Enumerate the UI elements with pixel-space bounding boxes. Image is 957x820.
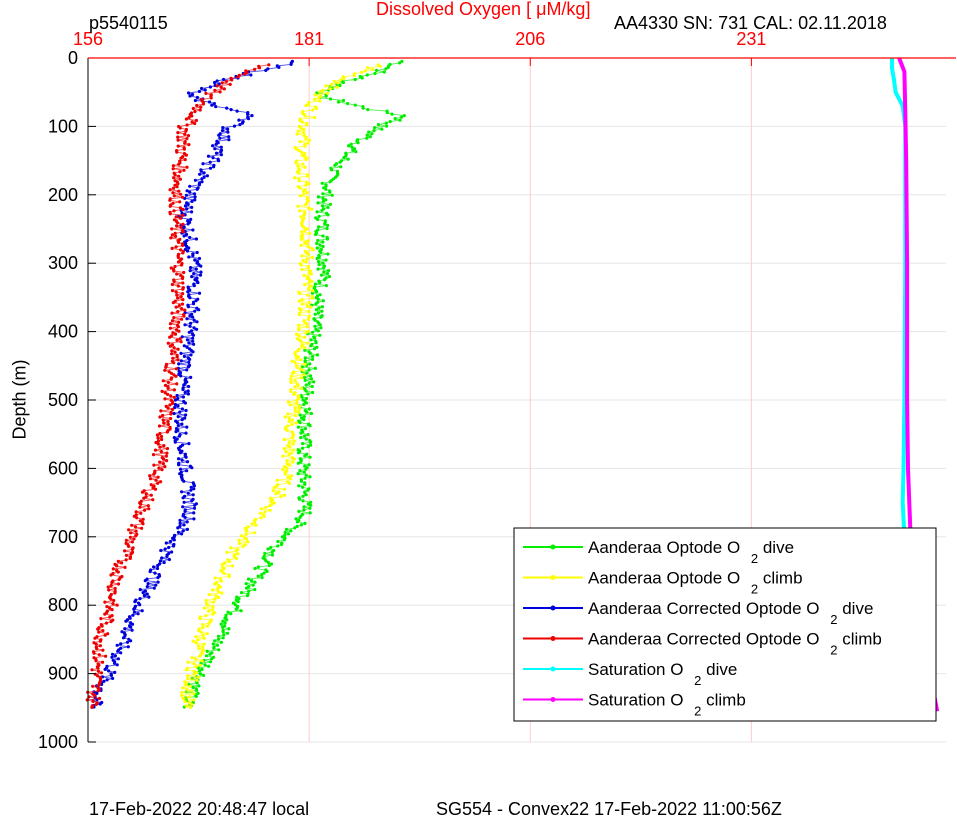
x-tick-label: 231	[736, 29, 766, 49]
legend-swatch-marker	[550, 636, 556, 641]
footer-local-time: 17-Feb-2022 20:48:47 local	[89, 799, 310, 819]
y-tick-label: 800	[48, 595, 78, 615]
legend-label: Saturation O 2 climb	[588, 691, 746, 719]
series-line	[87, 64, 269, 708]
x-tick-label: 206	[515, 29, 545, 49]
y-tick-label: 600	[48, 458, 78, 478]
legend-swatch-marker	[550, 544, 556, 550]
sensor-info-label: AA4330 SN: 731 CAL: 02.11.2018	[614, 13, 887, 33]
y-tick-label: 300	[48, 253, 78, 273]
series-line	[91, 61, 293, 708]
series-layer	[85, 57, 940, 712]
series-2	[91, 59, 294, 709]
legend-label: Saturation O 2 dive	[588, 660, 737, 688]
legend-swatch-marker	[550, 697, 556, 702]
profile-id-label: p5540115	[89, 13, 168, 33]
x-tick-label: 156	[73, 29, 103, 49]
series-0	[182, 59, 406, 709]
legend-label: Aanderaa Corrected Optode O 2 climb	[588, 630, 882, 658]
legend-label: Aanderaa Optode O 2 dive	[588, 538, 794, 566]
y-tick-label: 700	[48, 527, 78, 547]
legend-label: Aanderaa Corrected Optode O 2 dive	[588, 599, 873, 627]
y-tick-label: 900	[48, 664, 78, 684]
axes-layer: 0 100 200 300 400 500 600 700 800 900 1000 156 181 20…	[38, 29, 956, 752]
y-tick-label: 200	[48, 185, 78, 205]
series-line	[181, 64, 382, 708]
series-line	[184, 61, 406, 708]
footer-mission-info: SG554 - Convex22 17-Feb-2022 11:00:56Z	[436, 799, 782, 819]
x-tick-label: 181	[294, 29, 324, 49]
legend-swatch-marker	[550, 575, 556, 580]
legend-swatch-marker	[550, 605, 556, 611]
legend-box	[513, 527, 937, 722]
series-1	[180, 63, 382, 710]
chart-title: Dissolved Oxygen [ μM/kg]	[376, 0, 591, 19]
legend-label: Aanderaa Optode O 2 climb	[588, 569, 803, 597]
legend-swatch-marker	[550, 666, 556, 672]
y-tick-label: 400	[48, 322, 78, 342]
legend: Aanderaa Optode O 2 dive Aanderaa Optode …	[513, 527, 937, 722]
y-tick-label: 0	[68, 48, 78, 68]
y-tick-label: 1000	[38, 732, 78, 752]
y-tick-label: 100	[48, 116, 78, 136]
series-3	[85, 63, 271, 710]
y-axis-label: Depth (m)	[9, 359, 30, 440]
y-tick-label: 500	[48, 390, 78, 410]
